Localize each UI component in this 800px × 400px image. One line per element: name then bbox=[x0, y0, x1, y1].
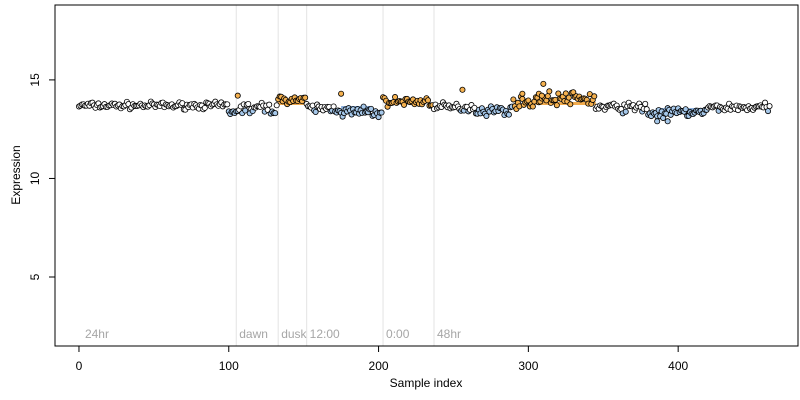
y-axis-title: Expression bbox=[9, 145, 23, 204]
data-point bbox=[368, 105, 375, 112]
data-point bbox=[242, 107, 249, 114]
data-point bbox=[245, 100, 252, 107]
data-point bbox=[302, 94, 309, 101]
phase-label: 48hr bbox=[437, 327, 461, 341]
data-point bbox=[401, 101, 408, 108]
data-point bbox=[392, 94, 399, 101]
data-point bbox=[330, 103, 337, 110]
x-axis-title: Sample index bbox=[390, 376, 463, 390]
plot-frame bbox=[54, 4, 799, 347]
y-tick-label: 15 bbox=[28, 73, 42, 87]
x-tick-label: 100 bbox=[219, 359, 239, 373]
x-tick-label: 0 bbox=[76, 359, 83, 373]
phase-label: 24hr bbox=[85, 327, 109, 341]
data-point bbox=[510, 96, 517, 103]
phase-labels: 24hr dawn dusk 12:00 0:00 48hr bbox=[85, 327, 461, 341]
data-point bbox=[766, 103, 773, 110]
y-tick-label: 5 bbox=[28, 273, 42, 280]
data-point bbox=[555, 90, 562, 97]
data-point bbox=[505, 111, 512, 118]
data-point bbox=[483, 112, 490, 119]
data-point bbox=[567, 101, 574, 108]
data-point bbox=[765, 108, 772, 115]
data-point bbox=[234, 92, 241, 99]
data-point bbox=[540, 80, 547, 87]
x-tick-label: 300 bbox=[518, 359, 538, 373]
data-point bbox=[201, 104, 208, 111]
phase-lines bbox=[235, 5, 435, 346]
data-point bbox=[272, 110, 279, 117]
data-point bbox=[565, 94, 572, 101]
data-point bbox=[682, 106, 689, 113]
y-axis: 5 10 15 bbox=[28, 73, 55, 280]
data-point bbox=[546, 88, 553, 95]
data-point bbox=[591, 93, 598, 100]
data-point bbox=[642, 100, 649, 107]
phase-label: dawn bbox=[239, 327, 268, 341]
data-point bbox=[538, 92, 545, 99]
data-point bbox=[622, 108, 629, 115]
data-point bbox=[643, 106, 650, 113]
data-point bbox=[654, 118, 661, 125]
data-point bbox=[266, 101, 273, 108]
data-point bbox=[553, 102, 560, 109]
data-point bbox=[312, 108, 319, 115]
x-tick-label: 200 bbox=[369, 359, 389, 373]
data-point bbox=[360, 103, 367, 110]
data-point bbox=[544, 93, 551, 100]
phase-label: 12:00 bbox=[310, 327, 340, 341]
data-point bbox=[529, 103, 536, 110]
data-point bbox=[519, 90, 526, 97]
data-point bbox=[424, 97, 431, 104]
data-point bbox=[562, 90, 569, 97]
data-point bbox=[378, 109, 385, 116]
data-point bbox=[664, 118, 671, 125]
data-point bbox=[224, 101, 231, 108]
x-axis: 0 100 200 300 400 bbox=[76, 345, 688, 373]
data-point bbox=[273, 102, 280, 109]
phase-label: dusk bbox=[281, 327, 307, 341]
data-point bbox=[459, 86, 466, 93]
y-tick-label: 10 bbox=[28, 171, 42, 185]
data-points bbox=[75, 80, 773, 125]
data-point bbox=[338, 90, 345, 97]
x-tick-label: 400 bbox=[668, 359, 688, 373]
phase-label: 0:00 bbox=[386, 327, 410, 341]
